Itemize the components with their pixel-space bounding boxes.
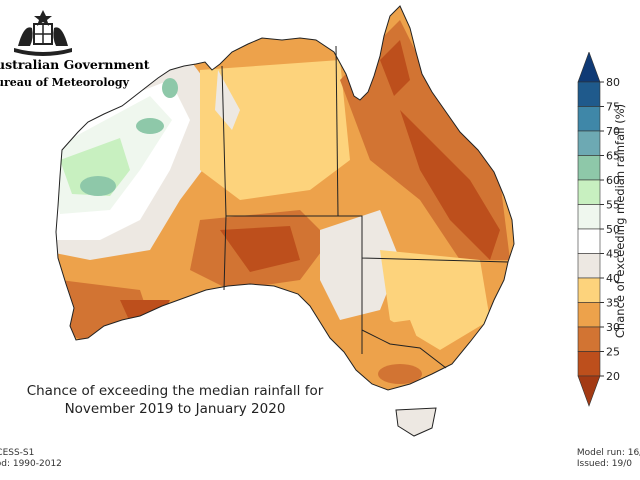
colorbar-tick-label: 30 <box>606 321 620 334</box>
caption-line-2: November 2019 to January 2020 <box>64 401 286 417</box>
colorbar-upper-extension <box>577 52 601 83</box>
colorbar-swatch <box>577 106 601 132</box>
colorbar-tick-label: 25 <box>606 346 620 359</box>
colorbar-lower-extension <box>577 375 601 407</box>
model-name: ACCESS-S1 <box>0 448 35 458</box>
issued-date: Issued: 19/0 <box>576 459 632 469</box>
colorbar-tick-label: 70 <box>606 125 620 138</box>
coat-of-arms-icon <box>14 10 72 56</box>
colorbar-tick-label: 45 <box>606 248 620 261</box>
colorbar-swatch <box>577 228 601 254</box>
colorbar-title: Chance of exceeding median rainfall (%) <box>598 76 640 366</box>
colorbar-swatch <box>577 81 601 107</box>
colorbar-swatch <box>577 351 601 377</box>
organisation-name: ustralian Government ureau of Meteorolog… <box>0 56 150 92</box>
colorbar-tick-label: 65 <box>606 150 620 163</box>
colorbar-tick-label: 50 <box>606 223 620 236</box>
colorbar-swatch <box>577 179 601 205</box>
colorbar-swatch <box>577 326 601 352</box>
reference-period: eriod: 1990-2012 <box>0 459 62 469</box>
colorbar-tick-label: 55 <box>606 199 620 212</box>
org-line-2: ureau of Meteorology <box>0 76 129 89</box>
colorbar-tick-label: 20 <box>606 370 620 383</box>
caption-line-1: Chance of exceeding the median rainfall … <box>26 383 324 399</box>
model-run-date: Model run: 16/0 <box>576 448 640 458</box>
run-info: Model run: 16/0 Issued: 19/0 <box>577 448 640 470</box>
colorbar-swatch <box>577 253 601 279</box>
colorbar-swatch <box>577 130 601 156</box>
colorbar-title-text: Chance of exceeding median rainfall (%) <box>613 103 627 339</box>
colorbar-tick-label: 80 <box>606 76 620 89</box>
colorbar-swatch <box>577 302 601 328</box>
rainfall-colorbar-legend: 80 75 70 65 60 55 50 45 40 35 30 25 20 <box>577 52 620 407</box>
australia-rainfall-map <box>55 5 515 437</box>
colorbar-swatch <box>577 204 601 230</box>
colorbar-swatch <box>577 155 601 181</box>
map-caption: Chance of exceeding the median rainfall … <box>10 382 340 418</box>
colorbar-tick-label: 35 <box>606 297 620 310</box>
colorbar-tick-label: 60 <box>606 174 620 187</box>
colorbar-tick-label: 75 <box>606 101 620 114</box>
model-info: ACCESS-S1 eriod: 1990-2012 <box>0 448 62 470</box>
colorbar-tick-label: 40 <box>606 272 620 285</box>
colorbar-swatch <box>577 277 601 303</box>
org-line-1: ustralian Government <box>0 57 150 72</box>
